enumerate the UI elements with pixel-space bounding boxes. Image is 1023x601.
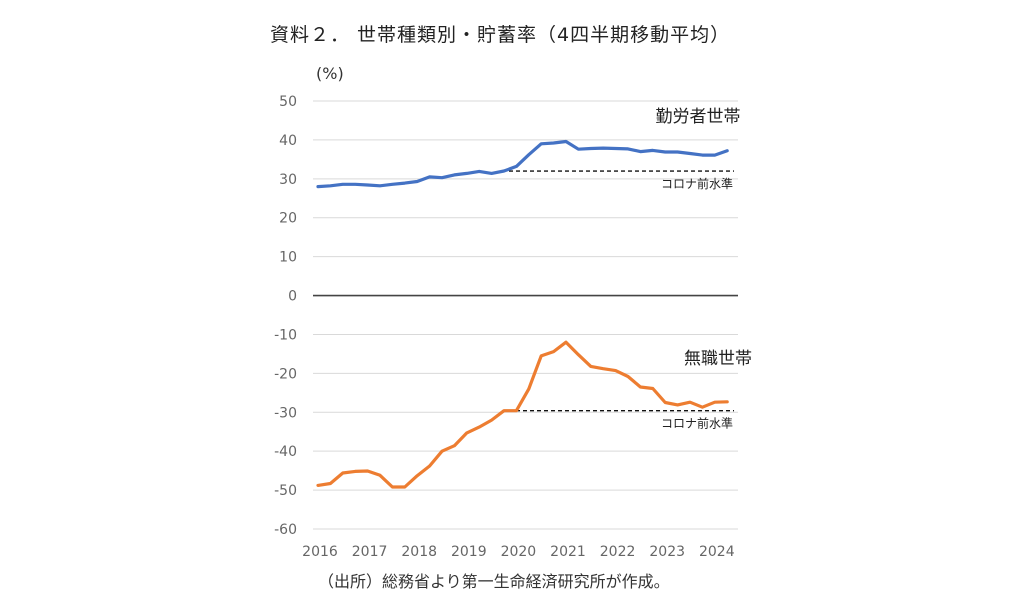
x-tick-label: 2017 bbox=[352, 544, 388, 560]
x-tick-label: 2019 bbox=[451, 544, 487, 560]
gridlines bbox=[313, 100, 738, 530]
y-axis-unit-label: (%) bbox=[316, 64, 344, 83]
y-tick-label: -40 bbox=[274, 444, 297, 460]
series-line-unemployed-households bbox=[316, 340, 729, 489]
chart-title: 資料２． 世帯種類別・貯蓄率（4四半期移動平均） bbox=[270, 24, 731, 46]
series-line-worker-households bbox=[316, 139, 729, 189]
y-tick-label: 30 bbox=[279, 172, 297, 188]
source-note: （出所）総務省より第一生命経済研究所が作成。 bbox=[318, 572, 670, 591]
y-tick-label: -50 bbox=[274, 483, 297, 499]
x-tick-label: 2016 bbox=[302, 544, 338, 560]
x-tick-label: 2024 bbox=[699, 544, 735, 560]
x-tick-label: 2021 bbox=[550, 544, 586, 560]
x-tick-label: 2018 bbox=[401, 544, 437, 560]
y-tick-label: 40 bbox=[279, 133, 297, 149]
reference-label: コロナ前水準 bbox=[661, 176, 733, 191]
y-tick-label: -30 bbox=[274, 405, 297, 421]
y-tick-label: 10 bbox=[279, 250, 297, 266]
reference-label: コロナ前水準 bbox=[661, 416, 733, 431]
series-lines bbox=[316, 139, 729, 489]
y-tick-label: 50 bbox=[279, 94, 297, 110]
series-label: 勤労者世帯 bbox=[656, 107, 741, 127]
y-tick-label: 20 bbox=[279, 211, 297, 227]
y-tick-label: 0 bbox=[288, 289, 297, 305]
x-tick-label: 2020 bbox=[501, 544, 537, 560]
y-tick-label: -20 bbox=[274, 366, 297, 382]
y-axis-ticks: 50 40 30 20 10 0 -10 -20 -30 -40 -50 -60 bbox=[274, 94, 297, 538]
y-tick-label: -10 bbox=[274, 327, 297, 343]
x-tick-label: 2023 bbox=[649, 544, 685, 560]
x-axis-ticks: 2016 2017 2018 2019 2020 2021 2022 2023 2024 bbox=[302, 544, 735, 560]
x-tick-label: 2022 bbox=[600, 544, 636, 560]
y-tick-label: -60 bbox=[274, 522, 297, 538]
series-label: 無職世帯 bbox=[684, 349, 752, 369]
